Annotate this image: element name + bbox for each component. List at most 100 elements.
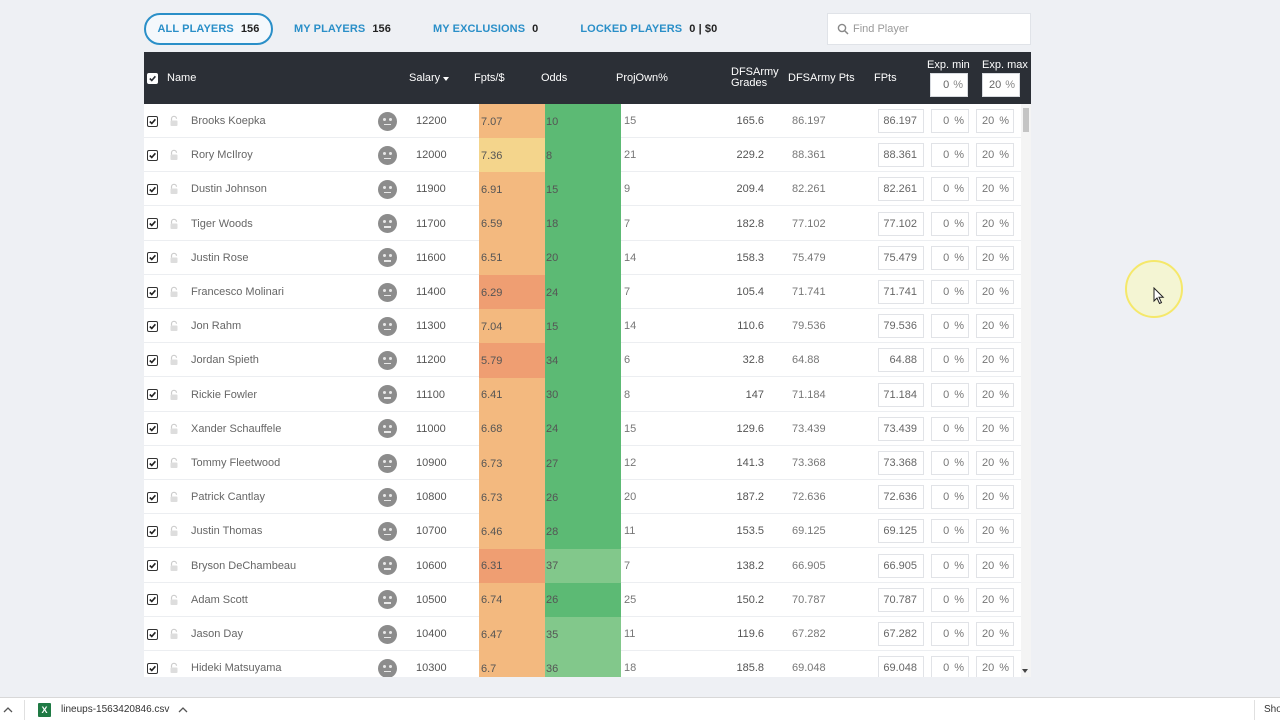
col-name[interactable]: Name [167,72,197,84]
exp-max-input[interactable]: 20% [976,314,1014,339]
player-checkbox[interactable] [147,104,159,138]
player-name[interactable]: Rickie Fowler [191,388,258,401]
exp-max-input[interactable]: 20% [976,143,1014,168]
player-checkbox[interactable] [147,241,159,275]
lock-icon[interactable] [168,378,182,412]
neutral-face-icon[interactable] [378,172,398,206]
table-row[interactable]: Rory McIlroy 12000 7.36 8 21 229.2 88.361 88.36… [144,138,1021,174]
exp-max-input[interactable]: 20% [976,416,1014,441]
exp-min-input[interactable]: 0% [931,280,969,304]
exp-min-input[interactable]: 0% [931,245,969,270]
table-row[interactable]: Jason Day 10400 6.47 35 11 119.6 67.282 67.282 0… [144,617,1021,652]
neutral-face-icon[interactable] [378,378,398,412]
player-checkbox[interactable] [147,446,159,480]
neutral-face-icon[interactable] [378,617,398,651]
find-player-input[interactable] [853,23,1023,35]
player-checkbox[interactable] [147,412,159,446]
col-salary[interactable]: Salary [409,52,450,104]
col-odds[interactable]: Odds [541,72,568,84]
player-fpts-input[interactable]: 75.479 [878,245,924,270]
neutral-face-icon[interactable] [378,241,398,275]
player-fpts-input[interactable]: 69.048 [878,656,924,677]
player-name[interactable]: Tommy Fleetwood [191,457,281,469]
exp-max-all-input[interactable]: 20% [982,73,1020,97]
lock-icon[interactable] [168,104,182,138]
exp-min-input[interactable]: 0% [931,416,969,441]
player-name[interactable]: Jon Rahm [191,320,242,333]
col-dfsarmy-pts[interactable]: DFSArmy Pts [788,72,855,84]
exp-min-input[interactable]: 0% [931,211,969,236]
exp-min-input[interactable]: 0% [931,109,969,133]
lock-icon[interactable] [168,172,182,206]
neutral-face-icon[interactable] [378,343,398,377]
col-fpts[interactable]: FPts [874,72,897,84]
player-name[interactable]: Justin Thomas [191,525,263,538]
neutral-face-icon[interactable] [378,309,398,343]
neutral-face-icon[interactable] [378,549,398,583]
col-proj-own[interactable]: ProjOwn% [616,72,668,84]
player-fpts-input[interactable]: 71.184 [878,382,924,407]
exp-max-input[interactable]: 20% [976,451,1014,475]
exp-min-input[interactable]: 0% [931,177,969,202]
player-name[interactable]: Justin Rose [191,251,249,264]
lock-icon[interactable] [168,617,182,651]
chevron-up-icon[interactable] [178,706,188,713]
neutral-face-icon[interactable] [378,480,398,514]
player-checkbox[interactable] [147,583,159,617]
table-row[interactable]: Brooks Koepka 12200 7.07 10 15 165.6 86.197 86.… [144,104,1021,139]
player-name[interactable]: Xander Schauffele [191,422,282,435]
player-fpts-input[interactable]: 88.361 [878,143,924,168]
player-fpts-input[interactable]: 73.439 [878,416,924,441]
player-checkbox[interactable] [147,309,159,343]
exp-max-input[interactable]: 20% [976,280,1014,304]
player-fpts-input[interactable]: 66.905 [878,553,924,578]
player-name[interactable]: Bryson DeChambeau [191,559,297,572]
player-checkbox[interactable] [147,378,159,412]
player-fpts-input[interactable]: 73.368 [878,451,924,475]
player-checkbox[interactable] [147,275,159,309]
player-fpts-input[interactable]: 79.536 [878,314,924,339]
exp-max-input[interactable]: 20% [976,245,1014,270]
tab-locked-players[interactable]: LOCKED PLAYERS 0 | $0 [559,13,738,45]
chevron-up-icon[interactable] [3,706,13,713]
tab-all-players[interactable]: ALL PLAYERS 156 [144,13,273,45]
exp-min-input[interactable]: 0% [931,451,969,475]
exp-min-input[interactable]: 0% [931,485,969,510]
neutral-face-icon[interactable] [378,275,398,309]
lock-icon[interactable] [168,514,182,548]
table-row[interactable]: Rickie Fowler 11100 6.41 30 8 147 71.184 71.184… [144,377,1021,413]
tab-my-players[interactable]: MY PLAYERS 156 [273,13,412,45]
exp-max-input[interactable]: 20% [976,382,1014,407]
lock-icon[interactable] [168,651,182,677]
neutral-face-icon[interactable] [378,104,398,138]
player-fpts-input[interactable]: 71.741 [878,280,924,304]
player-name[interactable]: Dustin Johnson [191,183,267,196]
player-checkbox[interactable] [147,343,159,377]
exp-max-input[interactable]: 20% [976,211,1014,236]
select-all-checkbox[interactable] [147,52,158,104]
player-checkbox[interactable] [147,549,159,583]
table-row[interactable]: Patrick Cantlay 10800 6.73 26 20 187.2 72.636 7… [144,480,1021,516]
exp-min-input[interactable]: 0% [931,314,969,339]
exp-min-input[interactable]: 0% [931,382,969,407]
table-row[interactable]: Justin Rose 11600 6.51 20 14 158.3 75.479 75.47… [144,240,1021,276]
exp-max-input[interactable]: 20% [976,485,1014,510]
exp-min-all-input[interactable]: 0% [930,73,968,97]
player-name[interactable]: Brooks Koepka [191,115,266,127]
col-fpts-per-dollar[interactable]: Fpts/$ [474,72,505,84]
lock-icon[interactable] [168,583,182,617]
table-row[interactable]: Hideki Matsuyama 10300 6.7 36 18 185.8 69.048 6… [144,651,1021,677]
exp-max-input[interactable]: 20% [976,519,1014,544]
exp-max-input[interactable]: 20% [976,553,1014,578]
scroll-down-arrow-icon[interactable] [1022,669,1028,673]
lock-icon[interactable] [168,138,182,172]
player-checkbox[interactable] [147,514,159,548]
player-name[interactable]: Rory McIlroy [191,149,253,162]
player-fpts-input[interactable]: 77.102 [878,211,924,236]
table-row[interactable]: Jordan Spieth 11200 5.79 34 6 32.8 64.88 64.88 0… [144,343,1021,379]
neutral-face-icon[interactable] [378,514,398,548]
player-checkbox[interactable] [147,207,159,241]
exp-min-input[interactable]: 0% [931,553,969,578]
table-scrollbar[interactable] [1021,104,1031,677]
lock-icon[interactable] [168,275,182,309]
